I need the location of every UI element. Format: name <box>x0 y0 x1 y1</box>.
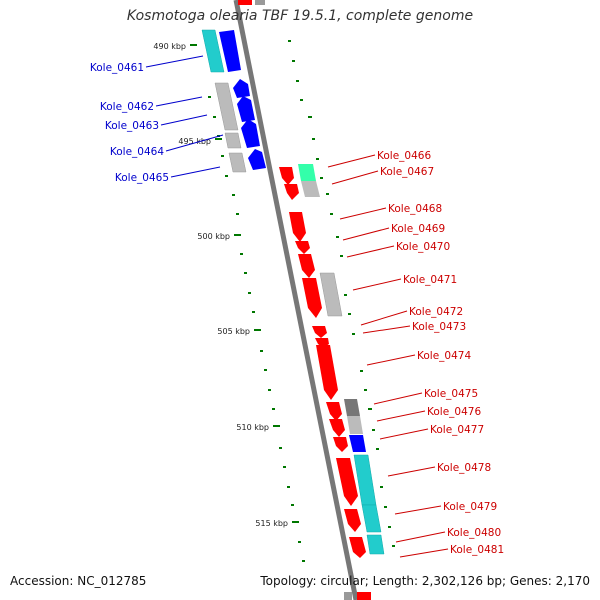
cog-bar-0461 <box>201 29 225 73</box>
scale-label-510: 510 kbp <box>236 423 269 432</box>
cds-arrow-0479 <box>344 509 361 532</box>
gene-label-kole-0474[interactable]: Kole_0474 <box>417 350 471 362</box>
scale-label-500: 500 kbp <box>197 232 230 241</box>
cog-bar-0476 <box>347 416 363 434</box>
cds-arrow-0476 <box>329 419 345 437</box>
cds-arrow-0463 <box>237 96 255 122</box>
accession-label: Accession: NC_012785 <box>10 574 147 588</box>
leader-lines-reverse <box>327 154 449 558</box>
cds-arrow-0470 <box>298 254 315 278</box>
tick-dots-left <box>208 96 305 562</box>
tick-dots-right <box>288 40 395 547</box>
gene-label-kole-0478[interactable]: Kole_0478 <box>437 462 491 474</box>
cog-bar-0471 <box>319 272 343 317</box>
cog-bar-0481 <box>366 534 385 555</box>
map-title: Kosmotoga olearia TBF 19.5.1, complete g… <box>126 8 474 24</box>
cds-arrow-0474 <box>316 345 338 400</box>
feature-top-edge-red <box>238 0 252 5</box>
gene-label-kole-0475[interactable]: Kole_0475 <box>424 388 478 400</box>
scale-label-490: 490 kbp <box>153 42 186 51</box>
cds-arrow-0462 <box>233 79 250 98</box>
gene-label-kole-0476[interactable]: Kole_0476 <box>427 406 481 418</box>
cog-bar-0478 <box>353 454 377 506</box>
cds-arrow-0475 <box>326 402 342 421</box>
leader-lines-forward <box>145 55 224 178</box>
scale-label-495: 495 kbp <box>178 137 211 146</box>
feature-bottom-edge-red <box>357 592 371 600</box>
cds-arrow-0480 <box>349 537 366 558</box>
gene-label-kole-0470[interactable]: Kole_0470 <box>396 241 450 253</box>
cds-arrow-0469 <box>295 241 310 254</box>
gene-label-kole-0473[interactable]: Kole_0473 <box>412 321 466 333</box>
gene-label-kole-0479[interactable]: Kole_0479 <box>443 501 497 513</box>
cds-arrow-0477 <box>333 437 348 452</box>
cds-arrow-0472 <box>312 326 327 338</box>
gene-label-kole-0467[interactable]: Kole_0467 <box>380 166 434 178</box>
gene-label-kole-0462[interactable]: Kole_0462 <box>100 101 154 113</box>
cds-arrow-0467 <box>284 184 299 200</box>
cog-bar-0475 <box>344 399 360 416</box>
cds-arrow-0465 <box>248 149 266 170</box>
cog-bar-0479 <box>361 504 382 533</box>
cog-bar-0466 <box>298 164 316 181</box>
gene-label-kole-0465[interactable]: Kole_0465 <box>115 172 169 184</box>
gene-label-kole-0471[interactable]: Kole_0471 <box>403 274 457 286</box>
genome-stats-label: Topology: circular; Length: 2,302,126 bp… <box>260 574 590 588</box>
cds-arrow-0464 <box>241 119 260 148</box>
gene-label-kole-0477[interactable]: Kole_0477 <box>430 424 484 436</box>
cds-arrow-0478 <box>336 458 358 506</box>
cds-arrow-0471 <box>302 278 322 318</box>
cog-bar-0462 <box>214 82 239 131</box>
gene-label-kole-0468[interactable]: Kole_0468 <box>388 203 442 215</box>
gene-label-kole-0464[interactable]: Kole_0464 <box>110 146 164 158</box>
cog-bar-0464 <box>224 132 242 149</box>
scale-ticks <box>190 44 299 523</box>
cog-bar-0477 <box>349 435 366 452</box>
gene-label-kole-0481[interactable]: Kole_0481 <box>450 544 504 556</box>
scale-label-505: 505 kbp <box>217 327 250 336</box>
gene-label-kole-0466[interactable]: Kole_0466 <box>377 150 431 162</box>
gene-label-kole-0461[interactable]: Kole_0461 <box>90 62 144 74</box>
gene-label-kole-0472[interactable]: Kole_0472 <box>409 306 463 318</box>
feature-bottom-edge-gray <box>344 592 352 600</box>
cds-arrow-0461 <box>219 30 241 72</box>
gene-label-kole-0469[interactable]: Kole_0469 <box>391 223 445 235</box>
scale-label-515: 515 kbp <box>255 519 288 528</box>
gene-label-kole-0463[interactable]: Kole_0463 <box>105 120 159 132</box>
feature-top-edge-gray <box>255 0 265 5</box>
cds-arrow-0468 <box>289 212 306 242</box>
genome-backbone <box>233 0 359 600</box>
cog-bar-0465 <box>228 152 247 173</box>
gene-label-kole-0480[interactable]: Kole_0480 <box>447 527 501 539</box>
cds-arrow-0466 <box>279 167 294 185</box>
cog-bar-0467 <box>301 181 320 197</box>
